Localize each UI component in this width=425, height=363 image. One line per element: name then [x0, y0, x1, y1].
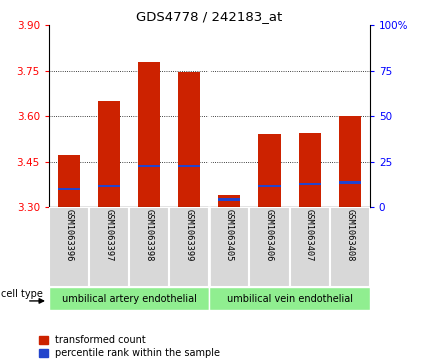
Text: GSM1063398: GSM1063398 — [144, 209, 154, 262]
Text: GSM1063399: GSM1063399 — [185, 209, 194, 262]
Bar — [258, 184, 280, 187]
Text: cell type: cell type — [1, 289, 43, 299]
Bar — [209, 287, 370, 310]
Bar — [298, 183, 320, 185]
Bar — [178, 72, 200, 207]
Legend: transformed count, percentile rank within the sample: transformed count, percentile rank withi… — [39, 335, 221, 358]
Text: GSM1063397: GSM1063397 — [105, 209, 113, 262]
Bar — [58, 188, 80, 190]
Bar — [138, 165, 160, 167]
Text: GSM1063406: GSM1063406 — [265, 209, 274, 262]
Bar — [58, 155, 80, 207]
Title: GDS4778 / 242183_at: GDS4778 / 242183_at — [136, 10, 283, 23]
Bar — [289, 207, 330, 287]
Bar — [209, 207, 249, 287]
Bar — [298, 133, 320, 207]
Bar — [249, 207, 289, 287]
Text: GSM1063408: GSM1063408 — [345, 209, 354, 262]
Bar — [49, 287, 209, 310]
Bar — [129, 207, 169, 287]
Bar — [258, 134, 280, 207]
Bar — [218, 198, 241, 200]
Bar — [98, 184, 120, 187]
Bar — [330, 207, 370, 287]
Text: GSM1063405: GSM1063405 — [225, 209, 234, 262]
Bar — [89, 207, 129, 287]
Bar — [178, 165, 200, 167]
Bar — [138, 62, 160, 207]
Bar — [169, 207, 209, 287]
Text: GSM1063407: GSM1063407 — [305, 209, 314, 262]
Bar — [218, 195, 241, 207]
Text: umbilical artery endothelial: umbilical artery endothelial — [62, 294, 196, 303]
Text: GSM1063396: GSM1063396 — [65, 209, 74, 262]
Bar — [98, 101, 120, 207]
Text: umbilical vein endothelial: umbilical vein endothelial — [227, 294, 352, 303]
Bar — [339, 182, 361, 184]
Bar — [49, 207, 89, 287]
Bar — [339, 116, 361, 207]
